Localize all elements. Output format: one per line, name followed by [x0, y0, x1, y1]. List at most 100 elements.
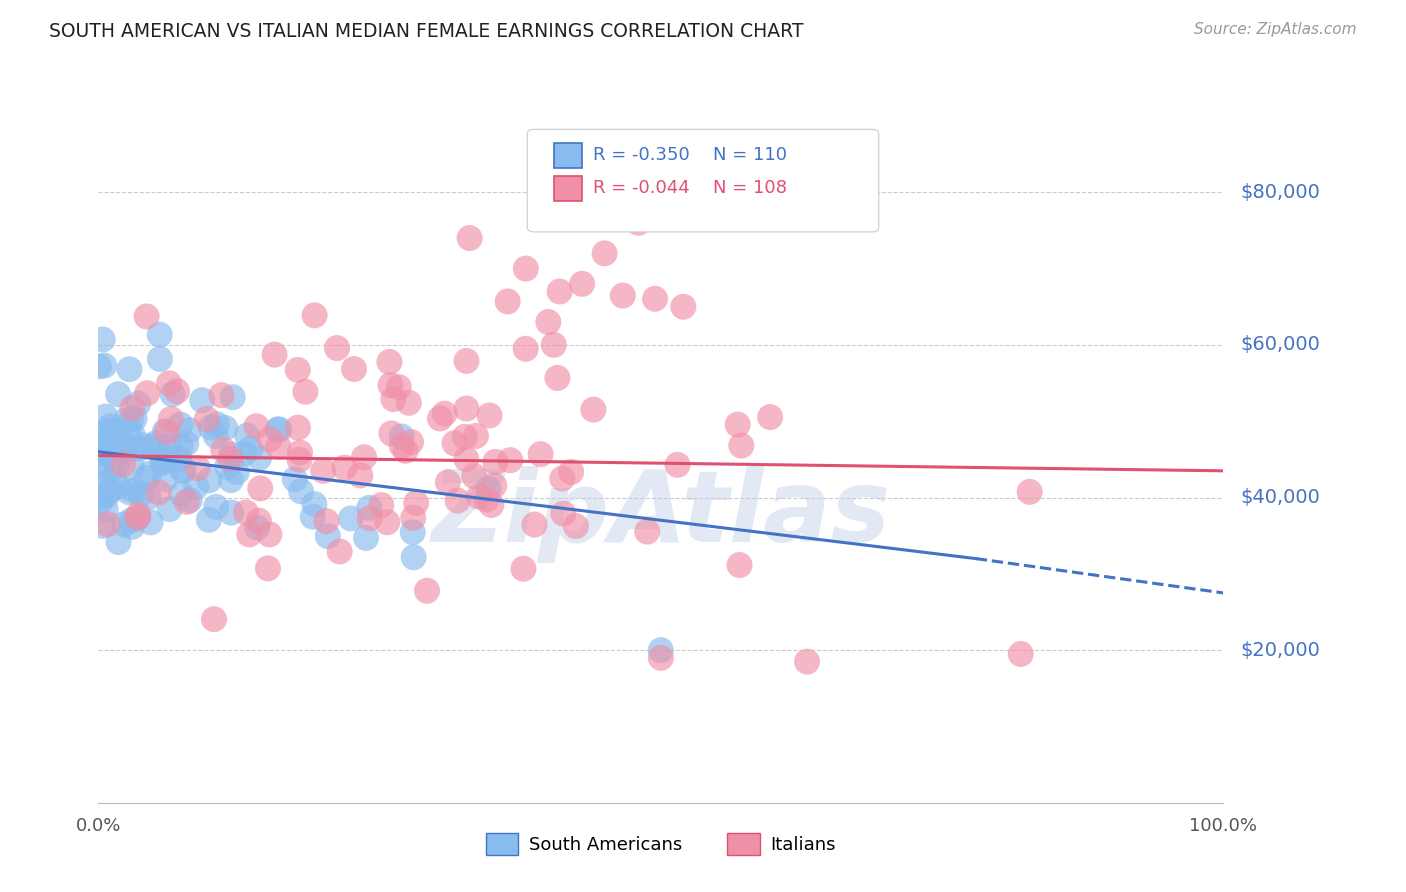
Point — [593, 246, 616, 260]
Point — [333, 460, 356, 475]
Point — [523, 517, 546, 532]
Point — [219, 506, 242, 520]
Point — [155, 472, 177, 486]
Point — [135, 471, 157, 485]
Point — [157, 440, 180, 454]
Point — [551, 471, 574, 485]
Point — [214, 421, 236, 435]
Point — [104, 433, 127, 447]
Point — [122, 483, 145, 498]
Point — [191, 393, 214, 408]
Point — [105, 425, 128, 440]
Point — [105, 458, 128, 472]
Text: $40,000: $40,000 — [1240, 488, 1320, 507]
Point — [312, 464, 335, 478]
Point — [284, 472, 307, 486]
Point — [127, 508, 149, 522]
Point — [236, 428, 259, 442]
Point — [90, 494, 112, 508]
Point — [233, 447, 256, 461]
Point — [129, 487, 152, 501]
Point — [582, 402, 605, 417]
Point — [107, 387, 129, 401]
Point — [112, 457, 135, 471]
Point — [121, 460, 143, 475]
Point — [644, 292, 666, 306]
Point — [458, 231, 481, 245]
Point — [127, 396, 149, 410]
Point — [162, 387, 184, 401]
Point — [239, 442, 262, 456]
Point — [349, 468, 371, 483]
Point — [301, 509, 323, 524]
Point — [477, 482, 499, 496]
Point — [235, 505, 257, 519]
Point — [288, 445, 311, 459]
Point — [111, 438, 134, 452]
Point — [359, 511, 381, 525]
Point — [148, 485, 170, 500]
Point — [202, 612, 225, 626]
Point — [145, 436, 167, 450]
Point — [316, 529, 339, 543]
Point — [121, 520, 143, 534]
Point — [198, 473, 221, 487]
Point — [402, 510, 425, 524]
Point — [135, 310, 157, 324]
Point — [398, 396, 420, 410]
Text: $20,000: $20,000 — [1240, 640, 1320, 660]
Point — [515, 261, 537, 276]
Point — [484, 455, 506, 469]
Point — [200, 420, 222, 434]
Point — [359, 500, 381, 515]
Point — [537, 315, 560, 329]
Point — [548, 285, 571, 299]
Point — [94, 476, 117, 491]
Point — [499, 453, 522, 467]
Point — [796, 655, 818, 669]
Point — [205, 429, 228, 443]
Point — [127, 510, 149, 524]
Point — [139, 516, 162, 530]
Point — [179, 493, 201, 508]
Point — [245, 419, 267, 434]
Point — [354, 531, 377, 545]
Text: $60,000: $60,000 — [1240, 335, 1320, 354]
Point — [294, 384, 316, 399]
Point — [101, 434, 124, 449]
Point — [315, 514, 337, 528]
Point — [267, 440, 290, 454]
Point — [187, 461, 209, 475]
Point — [405, 496, 427, 510]
Point — [219, 452, 242, 467]
Point — [612, 288, 634, 302]
Point — [108, 435, 131, 450]
Legend: South Americans, Italians: South Americans, Italians — [478, 826, 844, 863]
Point — [221, 448, 243, 462]
Point — [157, 376, 180, 391]
Point — [93, 441, 115, 455]
Point — [173, 462, 195, 476]
Point — [1010, 647, 1032, 661]
Point — [98, 434, 121, 448]
Point — [388, 380, 411, 394]
Point — [172, 464, 194, 478]
Point — [149, 327, 172, 342]
Point — [166, 384, 188, 399]
Point — [159, 412, 181, 426]
Point — [138, 467, 160, 481]
Point — [636, 524, 658, 539]
Point — [287, 363, 309, 377]
Point — [650, 650, 672, 665]
Point — [89, 463, 111, 477]
Point — [167, 451, 190, 466]
Point — [136, 386, 159, 401]
Point — [727, 417, 749, 432]
Point — [666, 458, 689, 472]
Point — [399, 435, 422, 450]
Point — [475, 492, 498, 507]
Point — [121, 401, 143, 415]
Point — [263, 348, 285, 362]
Text: SOUTH AMERICAN VS ITALIAN MEDIAN FEMALE EARNINGS CORRELATION CHART: SOUTH AMERICAN VS ITALIAN MEDIAN FEMALE … — [49, 22, 804, 41]
Point — [429, 411, 451, 425]
